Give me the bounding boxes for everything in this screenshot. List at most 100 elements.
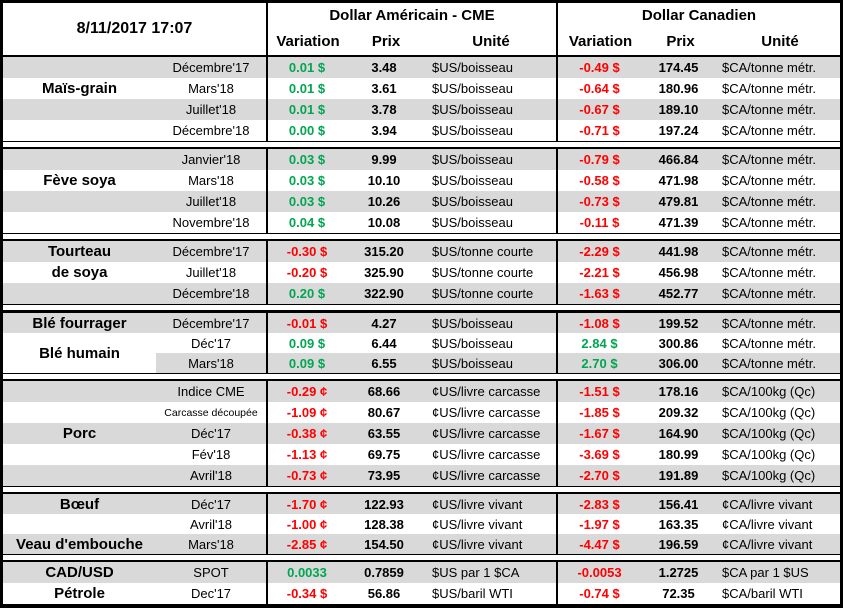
- usd-variation: 0.04 $: [266, 212, 346, 233]
- usd-variation: 0.09 $: [266, 353, 346, 373]
- usd-variation: -1.13 ¢: [266, 444, 346, 465]
- cad-price: 180.99: [658, 447, 699, 462]
- table-row: Porc Déc'17 -0.38 ¢ 63.55 ¢US/livre carcasse…: [3, 423, 840, 444]
- cad-unit: $CA/100kg (Qc): [722, 468, 816, 483]
- usd-variation: 0.03 $: [266, 170, 346, 191]
- commodity-label: CAD/USD: [45, 564, 114, 581]
- cad-price: 178.16: [658, 384, 699, 399]
- table-row: CAD/USD SPOT 0.0033 0.7859 $US par 1 $CA -0.0…: [3, 562, 840, 583]
- table-row: Avril'18 -1.00 ¢ 128.38 ¢US/livre vivant -1.…: [3, 514, 840, 534]
- usd-price: 3.61: [371, 81, 397, 96]
- cad-unit: $CA/tonne métr.: [722, 152, 816, 167]
- commodity-label: Porc: [62, 425, 97, 442]
- commodity-group: Tourteau Décembre'17 -0.30 $ 315.20 $US/tonn…: [3, 239, 840, 305]
- cad-price: 199.52: [658, 315, 699, 331]
- contract-month: Juillet'18: [185, 265, 237, 280]
- table-row: Tourteau Décembre'17 -0.30 $ 315.20 $US/tonn…: [3, 241, 840, 262]
- commodity-group: Bœuf Déc'17 -1.70 ¢ 122.93 ¢US/livre vivant -…: [3, 492, 840, 555]
- table-row: Novembre'18 0.04 $ 10.08 $US/boisseau -0.11 …: [3, 212, 840, 233]
- usd-unit: $US/tonne courte: [432, 265, 534, 280]
- usd-variation: 0.03 $: [266, 149, 346, 170]
- usd-variation: -0.73 ¢: [266, 465, 346, 486]
- table-row: Blé fourrager Décembre'17 -0.01 $ 4.27 $US/b…: [3, 313, 840, 333]
- cad-unit: ¢CA/livre vivant: [722, 496, 813, 512]
- usd-unit-header: Unité: [472, 33, 510, 50]
- table-row: Veau d'embouche Mars'18 -2.85 ¢ 154.50 ¢US/l…: [3, 534, 840, 554]
- usd-price: 6.55: [371, 355, 397, 371]
- contract-month: Juillet'18: [185, 194, 237, 209]
- commodity-label: [3, 381, 156, 402]
- table-row: Blé humain Déc'17 0.09 $ 6.44 $US/boisseau 2.…: [3, 333, 840, 373]
- cad-price: 164.90: [658, 426, 699, 441]
- cad-variation: -1.85 $: [556, 402, 641, 423]
- usd-unit: $US/boisseau: [432, 152, 513, 167]
- table-row: Avril'18 -0.73 ¢ 73.95 ¢US/livre carcasse -2…: [3, 465, 840, 486]
- contract-month: Mars'18: [188, 355, 234, 371]
- table-row: Fève soya Mars'18 0.03 $ 10.10 $US/boisseau -…: [3, 170, 840, 191]
- commodity-group: CAD/USD SPOT 0.0033 0.7859 $US par 1 $CA -0.0…: [3, 560, 840, 605]
- usd-section-title: Dollar Américain - CME: [329, 7, 495, 24]
- cad-unit: $CA/tonne métr.: [722, 315, 816, 331]
- cad-variation: -1.97 $: [556, 514, 641, 534]
- cad-variation: -1.08 $: [556, 313, 641, 333]
- cad-price: 456.98: [658, 265, 699, 280]
- contract-month: SPOT: [193, 565, 229, 580]
- usd-price-header: Prix: [371, 33, 401, 50]
- cad-variation: -0.11 $: [556, 212, 641, 233]
- cad-variation: -0.0053: [556, 562, 641, 583]
- commodity-label: [3, 120, 156, 141]
- cad-price: 196.59: [658, 536, 699, 552]
- contract-month: Janvier'18: [181, 152, 241, 167]
- cad-price: 197.24: [658, 123, 699, 138]
- cad-variation: -0.74 $: [556, 583, 641, 604]
- cad-unit: $CA/tonne métr.: [722, 215, 816, 230]
- table-row: Décembre'17 0.01 $ 3.48 $US/boisseau -0.49 $…: [3, 57, 840, 78]
- cad-price: 1.2725: [658, 565, 699, 580]
- usd-price: 9.99: [371, 152, 397, 167]
- usd-price: 0.7859: [364, 565, 404, 580]
- usd-unit: $US/boisseau: [432, 102, 513, 117]
- cad-price: 466.84: [658, 152, 699, 167]
- cad-unit: $CA/tonne métr.: [722, 355, 816, 371]
- cad-variation: -1.51 $: [556, 381, 641, 402]
- usd-price: 10.08: [367, 215, 401, 230]
- usd-price: 128.38: [364, 516, 404, 532]
- usd-variation: -1.09 ¢: [266, 402, 346, 423]
- table-row: Pétrole Dec'17 -0.34 $ 56.86 $US/baril WTI -0…: [3, 583, 840, 604]
- commodity-group: Janvier'18 0.03 $ 9.99 $US/boisseau -0.79 $ 4…: [3, 147, 840, 234]
- usd-variation: 0.20 $: [266, 283, 346, 304]
- cad-unit: $CA par 1 $US: [722, 565, 809, 580]
- cad-unit: $CA/tonne métr.: [722, 286, 816, 301]
- cad-variation: 2.84 $: [556, 333, 641, 353]
- usd-price: 6.44: [371, 335, 397, 351]
- usd-price: 69.75: [367, 447, 401, 462]
- usd-variation-header: Variation: [276, 33, 340, 50]
- usd-unit: $US par 1 $CA: [432, 565, 520, 580]
- contract-month: Décembre'17: [172, 244, 250, 259]
- cad-variation: -1.67 $: [556, 423, 641, 444]
- cad-variation: -2.29 $: [556, 241, 641, 262]
- cad-section-title: Dollar Canadien: [641, 7, 757, 24]
- usd-price: 56.86: [367, 586, 401, 601]
- contract-month: Novembre'18: [172, 215, 250, 230]
- usd-variation: 0.01 $: [266, 78, 346, 99]
- usd-unit: $US/baril WTI: [432, 586, 513, 601]
- usd-price: 315.20: [364, 244, 404, 259]
- cad-unit: $CA/100kg (Qc): [722, 384, 816, 399]
- usd-price: 10.26: [367, 194, 401, 209]
- usd-unit: $US/boisseau: [432, 60, 513, 75]
- table-row: Bœuf Déc'17 -1.70 ¢ 122.93 ¢US/livre vivant -…: [3, 494, 840, 514]
- cad-variation: -0.71 $: [556, 120, 641, 141]
- table-row: Mars'18 0.09 $ 6.55 $US/boisseau 2.70 $ 306.0…: [3, 353, 840, 373]
- cad-unit: $CA/tonne métr.: [722, 123, 816, 138]
- cad-variation: -0.67 $: [556, 99, 641, 120]
- usd-unit: $US/boisseau: [432, 355, 513, 371]
- cad-price: 191.89: [658, 468, 699, 483]
- commodity-group: Indice CME -0.29 ¢ 68.66 ¢US/livre carcasse…: [3, 379, 840, 487]
- usd-unit: $US/tonne courte: [432, 244, 534, 259]
- contract-month: Carcasse découpée: [164, 406, 258, 419]
- commodity-label: [3, 57, 156, 78]
- commodity-label: Maïs-grain: [41, 80, 117, 97]
- table-row: Juillet'18 0.03 $ 10.26 $US/boisseau -0.73 $…: [3, 191, 840, 212]
- usd-unit: ¢US/livre vivant: [432, 516, 523, 532]
